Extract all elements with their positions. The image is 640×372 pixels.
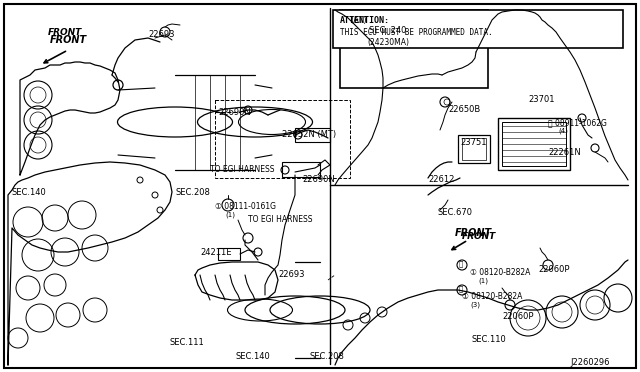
- Text: SEC.111: SEC.111: [170, 338, 205, 347]
- Text: SEC.140: SEC.140: [12, 188, 47, 197]
- Bar: [333, 10, 623, 48]
- Text: 22652N (MT): 22652N (MT): [282, 130, 336, 139]
- Text: 22650B: 22650B: [448, 105, 480, 114]
- Text: FRONT: FRONT: [455, 228, 492, 238]
- Text: FRONT: FRONT: [462, 232, 496, 241]
- Bar: [218, 248, 240, 260]
- Bar: [340, 10, 488, 88]
- Bar: [462, 138, 486, 160]
- Text: 23751: 23751: [460, 138, 486, 147]
- Text: 22612: 22612: [428, 175, 454, 184]
- Text: ① 08120-B282A: ① 08120-B282A: [470, 268, 531, 277]
- Text: TO EGI HARNESS: TO EGI HARNESS: [210, 165, 275, 174]
- Text: J2260296: J2260296: [570, 358, 609, 367]
- Bar: [498, 118, 570, 170]
- Text: Ⓝ 08911-1062G: Ⓝ 08911-1062G: [548, 118, 607, 127]
- Text: FRONT: FRONT: [50, 35, 87, 45]
- Text: 22690N: 22690N: [218, 108, 251, 117]
- Text: Ⓑ: Ⓑ: [459, 286, 463, 292]
- Text: SEC. 240: SEC. 240: [369, 26, 406, 35]
- Text: (1): (1): [478, 278, 488, 285]
- Text: (AT): (AT): [350, 16, 367, 25]
- Text: TO EGI HARNESS: TO EGI HARNESS: [248, 215, 312, 224]
- Text: SEC.140: SEC.140: [235, 352, 269, 361]
- Bar: [282, 162, 320, 177]
- Text: 23701: 23701: [528, 95, 554, 104]
- Bar: [295, 128, 330, 142]
- Text: 24211E: 24211E: [200, 248, 232, 257]
- Text: SEC.670: SEC.670: [438, 208, 473, 217]
- Text: (1): (1): [225, 212, 235, 218]
- Text: Ⓑ: Ⓑ: [459, 261, 463, 267]
- Text: SEC.208: SEC.208: [175, 188, 210, 197]
- Text: 22060P: 22060P: [538, 265, 570, 274]
- Bar: [458, 135, 490, 163]
- Text: THIS ECU MUST BE PROGRAMMED DATA.: THIS ECU MUST BE PROGRAMMED DATA.: [340, 28, 493, 37]
- Text: ATTENTION:: ATTENTION:: [340, 16, 390, 25]
- Text: ① 08111-0161G: ① 08111-0161G: [215, 202, 276, 211]
- Text: 22693: 22693: [148, 30, 175, 39]
- Bar: [215, 100, 350, 178]
- Text: 22261N: 22261N: [548, 148, 580, 157]
- Text: ① 08120-B282A: ① 08120-B282A: [462, 292, 522, 301]
- Text: FRONT: FRONT: [48, 28, 83, 37]
- Text: 22060P: 22060P: [502, 312, 534, 321]
- Text: (24230MA): (24230MA): [367, 38, 409, 47]
- Text: 22693: 22693: [278, 270, 305, 279]
- Text: (3): (3): [470, 302, 480, 308]
- Text: (4): (4): [558, 128, 568, 135]
- Bar: [502, 122, 566, 166]
- Text: SEC.208: SEC.208: [310, 352, 345, 361]
- Text: 22690N: 22690N: [302, 175, 335, 184]
- Text: SEC.110: SEC.110: [472, 335, 507, 344]
